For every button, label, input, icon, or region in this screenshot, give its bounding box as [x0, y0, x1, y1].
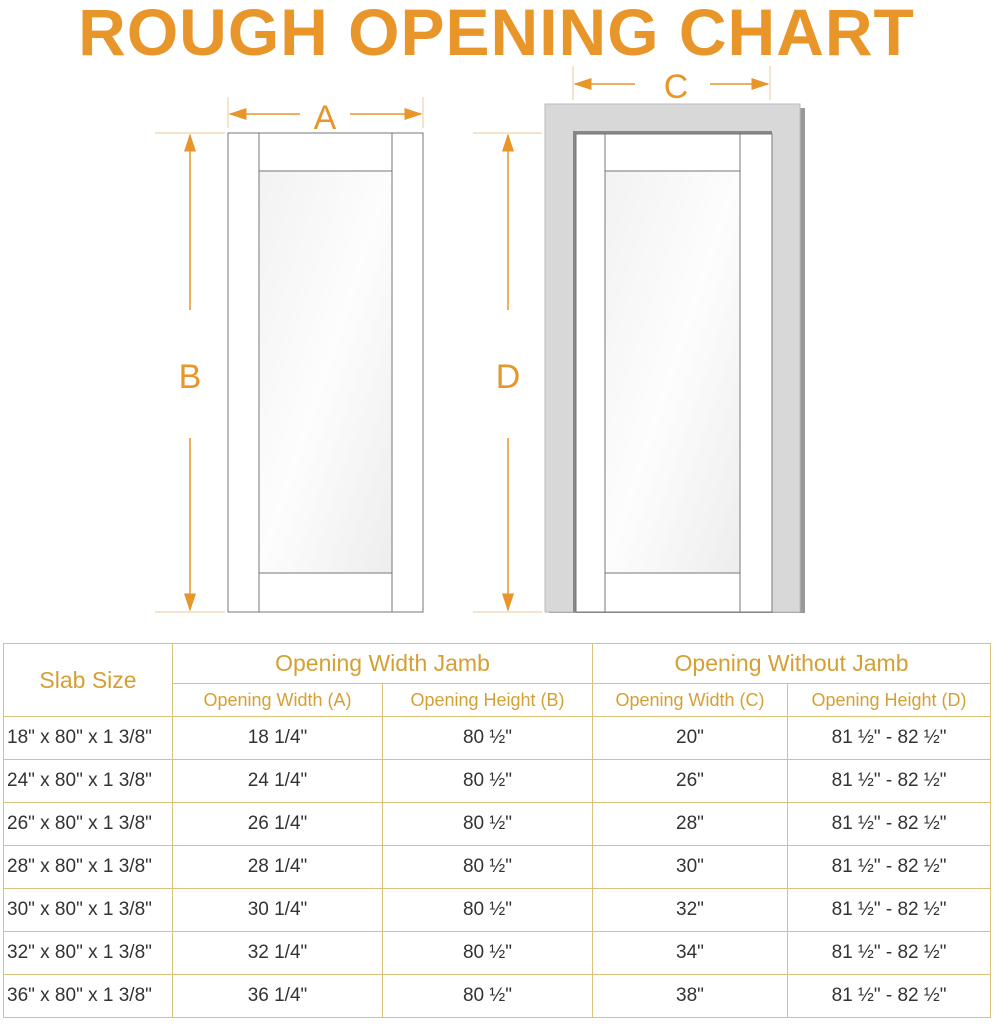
table-cell: 36 1/4" — [172, 974, 383, 1018]
header-slab-size: Slab Size — [3, 643, 173, 717]
table-cell: 81 ½" - 82 ½" — [786, 845, 992, 889]
table-row: 24" x 80" x 1 3/8" 24 1/4" 80 ½" 26" 81 ½" -… — [3, 759, 992, 803]
table-cell: 32 1/4" — [172, 931, 383, 975]
table-cell: 81 ½" - 82 ½" — [786, 931, 992, 975]
label-c: C — [664, 68, 689, 106]
label-b: B — [179, 358, 202, 396]
table-cell: 26" x 80" x 1 3/8" — [3, 802, 173, 846]
table-row: 30" x 80" x 1 3/8" 30 1/4" 80 ½" 32" 81 ½" -… — [3, 888, 992, 932]
table-cell: 80 ½" — [382, 931, 593, 975]
header-without-jamb: Opening Without Jamb — [591, 643, 992, 684]
table-cell: 32" — [592, 888, 788, 932]
table-cell: 28" x 80" x 1 3/8" — [3, 845, 173, 889]
door-with-jamb — [544, 103, 805, 613]
door-diagram: A B C D — [155, 66, 805, 613]
table-cell: 34" — [592, 931, 788, 975]
rough-opening-table: Slab Size Opening Width Jamb Opening Wit… — [3, 643, 992, 1018]
table-cell: 28" — [592, 802, 788, 846]
table-cell: 20" — [592, 716, 788, 760]
table-row: 28" x 80" x 1 3/8" 28 1/4" 80 ½" 30" 81 ½" -… — [3, 845, 992, 889]
table-cell: 81 ½" - 82 ½" — [786, 888, 992, 932]
header-height-d: Opening Height (D) — [786, 683, 992, 717]
door-slab — [227, 132, 424, 613]
table-row: 36" x 80" x 1 3/8" 36 1/4" 80 ½" 38" 81 ½" -… — [3, 974, 992, 1018]
table-cell: 80 ½" — [382, 974, 593, 1018]
table-cell: 81 ½" - 82 ½" — [786, 716, 992, 760]
table-cell: 28 1/4" — [172, 845, 383, 889]
table-cell: 80 ½" — [382, 888, 593, 932]
table-cell: 32" x 80" x 1 3/8" — [3, 931, 173, 975]
table-cell: 80 ½" — [382, 716, 593, 760]
glass-panel — [604, 170, 741, 574]
table-row: 26" x 80" x 1 3/8" 26 1/4" 80 ½" 28" 81 ½" -… — [3, 802, 992, 846]
extension-lines — [155, 66, 771, 613]
table-cell: 18 1/4" — [172, 716, 383, 760]
table-cell: 26" — [592, 759, 788, 803]
header-height-b: Opening Height (B) — [382, 683, 593, 717]
table-cell: 81 ½" - 82 ½" — [786, 974, 992, 1018]
table-cell: 38" — [592, 974, 788, 1018]
table-cell: 36" x 80" x 1 3/8" — [3, 974, 173, 1018]
glass-panel — [258, 170, 393, 574]
table-row: 18" x 80" x 1 3/8" 18 1/4" 80 ½" 20" 81 ½" -… — [3, 716, 992, 760]
table-cell: 26 1/4" — [172, 802, 383, 846]
label-d: D — [496, 358, 521, 396]
table-cell: 81 ½" - 82 ½" — [786, 759, 992, 803]
header-with-jamb: Opening Width Jamb — [172, 643, 593, 684]
header-width-a: Opening Width (A) — [172, 683, 383, 717]
table-cell: 30" — [592, 845, 788, 889]
table-cell: 30" x 80" x 1 3/8" — [3, 888, 173, 932]
table-cell: 30 1/4" — [172, 888, 383, 932]
label-a: A — [314, 99, 337, 137]
table-row: 32" x 80" x 1 3/8" 32 1/4" 80 ½" 34" 81 ½" -… — [3, 931, 992, 975]
table-cell: 80 ½" — [382, 759, 593, 803]
table-cell: 80 ½" — [382, 845, 593, 889]
table-cell: 18" x 80" x 1 3/8" — [3, 716, 173, 760]
table-cell: 81 ½" - 82 ½" — [786, 802, 992, 846]
page-title: ROUGH OPENING CHART — [78, 0, 915, 69]
table-cell: 80 ½" — [382, 802, 593, 846]
header-width-c: Opening Width (C) — [592, 683, 788, 717]
table-cell: 24" x 80" x 1 3/8" — [3, 759, 173, 803]
table-cell: 24 1/4" — [172, 759, 383, 803]
